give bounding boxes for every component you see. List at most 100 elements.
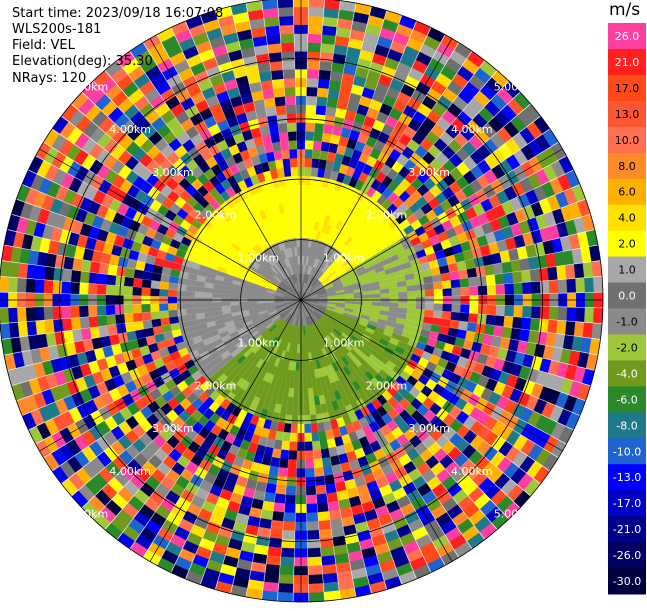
range-gate-cell xyxy=(584,278,594,293)
range-gate-cell xyxy=(423,276,433,284)
range-gate-cell xyxy=(88,306,97,317)
range-gate-cell xyxy=(71,318,81,330)
range-gate-cell xyxy=(303,362,307,371)
range-gate-cell xyxy=(186,309,195,315)
range-gate-cell xyxy=(160,274,170,282)
range-gate-cell xyxy=(212,302,221,307)
range-gate-cell xyxy=(291,167,298,176)
range-gate-cell xyxy=(304,193,309,202)
range-gate-cell xyxy=(305,442,313,451)
colorbar-tick-label: 6.0 xyxy=(618,186,636,199)
range-gate-cell xyxy=(434,289,443,296)
range-gate-cell xyxy=(285,415,292,424)
range-gate-cell xyxy=(324,8,339,18)
range-gate-cell xyxy=(277,114,287,124)
range-gate-cell xyxy=(478,305,487,314)
range-gate-cell xyxy=(159,311,169,319)
range-gate-cell xyxy=(312,441,320,451)
range-gate-cell xyxy=(477,276,487,286)
range-gate-cell xyxy=(142,279,152,287)
range-gate-cell xyxy=(277,168,285,178)
range-gate-cell xyxy=(169,276,179,284)
range-gate-cell xyxy=(264,492,275,502)
range-gate-cell xyxy=(305,131,313,140)
range-gate-cell xyxy=(313,141,321,151)
range-gate-cell xyxy=(452,304,461,312)
range-gate-cell xyxy=(469,305,478,314)
colorbar-tick-label: -6.0 xyxy=(616,393,637,406)
range-gate-cell xyxy=(443,288,452,296)
range-gate-cell xyxy=(281,557,294,567)
range-gate-cell xyxy=(280,141,288,151)
range-gate-cell xyxy=(281,43,294,53)
range-gate-cell xyxy=(266,26,280,36)
range-ring-label: 4.00km xyxy=(109,465,151,478)
range-gate-cell xyxy=(26,307,36,321)
range-gate-cell xyxy=(311,423,318,432)
range-gate-cell xyxy=(433,311,443,319)
colorbar-tick-label: 17.0 xyxy=(615,82,640,95)
colorbar-tick-label: -26.0 xyxy=(613,549,641,562)
range-gate-cell xyxy=(309,0,324,8)
range-gate-cell xyxy=(291,415,297,424)
range-gate-cell xyxy=(275,494,286,504)
range-gate-cell xyxy=(264,98,275,108)
range-gate-cell xyxy=(151,273,161,281)
range-gate-cell xyxy=(319,70,331,80)
range-gate-cell xyxy=(283,521,295,530)
range-gate-cell xyxy=(8,278,18,293)
range-gate-cell xyxy=(115,305,124,314)
range-gate-cell xyxy=(574,322,584,337)
range-gate-cell xyxy=(307,60,319,69)
range-gate-cell xyxy=(363,295,372,299)
range-gate-cell xyxy=(433,282,443,290)
range-gate-cell xyxy=(495,274,505,285)
range-gate-cell xyxy=(416,303,425,309)
range-gate-cell xyxy=(230,302,239,306)
range-gate-cell xyxy=(320,150,328,160)
range-gate-cell xyxy=(307,530,319,539)
range-gate-cell xyxy=(277,422,285,432)
range-gate-cell xyxy=(97,284,106,294)
range-gate-cell xyxy=(317,88,328,98)
range-gate-cell xyxy=(282,149,290,159)
range-gate-cell xyxy=(263,582,278,592)
range-gate-cell xyxy=(274,503,285,513)
range-gate-cell xyxy=(294,211,299,220)
start-time-label: Start time: 2023/09/18 16:07:08 xyxy=(12,6,223,22)
range-gate-cell xyxy=(318,79,330,89)
range-gate-cell xyxy=(168,310,177,317)
range-gate-cell xyxy=(292,185,298,194)
range-gate-cell xyxy=(279,7,294,17)
range-gate-cell xyxy=(309,592,324,602)
range-gate-cell xyxy=(44,267,54,280)
range-gate-cell xyxy=(309,397,315,406)
range-gate-cell xyxy=(305,158,312,167)
range-gate-cell xyxy=(150,281,160,289)
range-gate-cell xyxy=(221,294,230,298)
range-gate-cell xyxy=(327,98,338,108)
range-gate-cell xyxy=(274,150,282,160)
range-gate-cell xyxy=(416,284,425,291)
range-gate-cell xyxy=(448,263,458,272)
range-gate-cell xyxy=(304,406,310,415)
range-gate-cell xyxy=(308,388,313,397)
range-gate-cell xyxy=(17,278,27,292)
range-gate-cell xyxy=(312,158,320,168)
range-gate-cell xyxy=(264,17,279,27)
range-gate-cell xyxy=(276,485,286,495)
range-gate-cell xyxy=(314,132,323,142)
colorbar-tick-label: -17.0 xyxy=(613,497,641,510)
range-gate-cell xyxy=(315,476,325,486)
range-gate-cell xyxy=(142,312,152,320)
range-gate-cell xyxy=(133,278,143,287)
range-gate-cell xyxy=(150,304,159,312)
range-gate-cell xyxy=(275,431,283,441)
range-gate-cell xyxy=(305,451,313,460)
range-gate-cell xyxy=(496,305,505,315)
range-gate-cell xyxy=(291,176,297,185)
range-gate-cell xyxy=(583,262,593,277)
range-gate-cell xyxy=(309,583,324,593)
range-gate-cell xyxy=(312,149,320,159)
range-gate-cell xyxy=(292,406,298,415)
